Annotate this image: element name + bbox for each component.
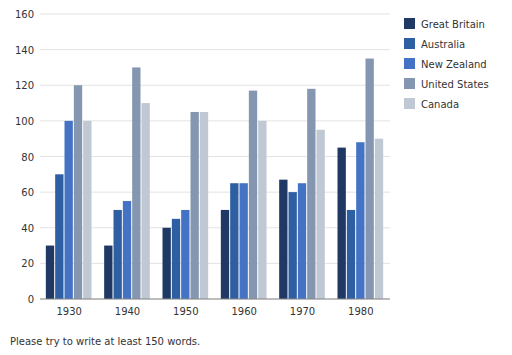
grid-line: [40, 120, 390, 121]
bar: [258, 121, 266, 299]
grid-line: [40, 14, 390, 15]
legend-swatch: [404, 58, 415, 69]
bar: [172, 219, 180, 299]
legend-label: New Zealand: [421, 59, 487, 70]
bar: [375, 139, 383, 299]
bar: [132, 67, 140, 299]
bar: [279, 180, 287, 299]
legend-label: Great Britain: [421, 19, 485, 30]
y-tick-label: 160: [15, 9, 34, 20]
x-tick-label: 1980: [348, 306, 373, 317]
bar: [317, 130, 325, 299]
footer-note: Please try to write at least 150 words.: [10, 336, 200, 347]
bar: [163, 228, 171, 299]
bar: [289, 192, 297, 299]
bar: [181, 210, 189, 299]
legend-swatch: [404, 98, 415, 109]
legend: Great Britain Australia New Zealand United …: [404, 18, 489, 110]
legend-swatch: [404, 38, 415, 49]
bar: [221, 210, 229, 299]
y-tick-label: 60: [21, 187, 34, 198]
bar: [249, 91, 257, 299]
bar: [338, 148, 346, 299]
x-tick-label: 1960: [231, 306, 256, 317]
x-tick-label: 1930: [56, 306, 81, 317]
bar: [347, 210, 355, 299]
x-tick-label: 1950: [173, 306, 198, 317]
bar: [104, 246, 112, 299]
bars: [46, 59, 383, 299]
grid: [40, 14, 390, 299]
bar: [83, 121, 91, 299]
legend-swatch: [404, 18, 415, 29]
y-tick-label: 40: [21, 223, 34, 234]
bar: [356, 142, 364, 299]
bar: [230, 183, 238, 299]
bar: [114, 210, 122, 299]
bar: [46, 246, 54, 299]
bar: [74, 85, 82, 299]
bar: [366, 59, 374, 299]
y-tick-label: 100: [15, 116, 34, 127]
y-tick-label: 120: [15, 80, 34, 91]
legend-label: Canada: [421, 99, 459, 110]
x-tick-label: 1940: [115, 306, 140, 317]
x-axis-line: [40, 299, 390, 300]
chart: 0 20 40 60 80 100 120 140 160 1930 1940 1950 1960 197…: [0, 0, 512, 355]
bar: [298, 183, 306, 299]
legend-swatch: [404, 78, 415, 89]
grid-line: [40, 299, 390, 300]
grid-line: [40, 85, 390, 86]
bar: [191, 112, 199, 299]
y-tick-label: 140: [15, 45, 34, 56]
bar: [307, 89, 315, 299]
legend-label: Australia: [421, 39, 465, 50]
bar: [65, 121, 73, 299]
bar: [142, 103, 150, 299]
legend-label: United States: [421, 79, 489, 90]
bar: [240, 183, 248, 299]
y-tick-label: 20: [21, 258, 34, 269]
grid-line: [40, 49, 390, 50]
y-tick-label: 0: [28, 294, 34, 305]
x-tick-label: 1970: [290, 306, 315, 317]
y-tick-label: 80: [21, 152, 34, 163]
bar: [123, 201, 131, 299]
bar: [200, 112, 208, 299]
bar: [55, 174, 63, 299]
